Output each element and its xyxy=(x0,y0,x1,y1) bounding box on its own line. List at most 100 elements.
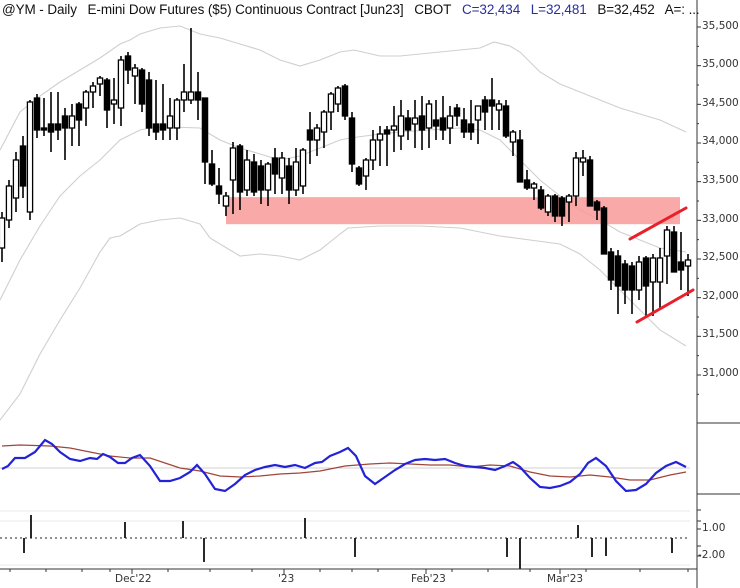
close-quote: C=32,434 xyxy=(461,2,521,17)
candle xyxy=(432,100,440,140)
candle xyxy=(40,98,48,136)
candle xyxy=(166,98,174,140)
oscillator-fast-line xyxy=(1,438,687,493)
candle xyxy=(264,162,272,206)
candle xyxy=(26,100,34,220)
candle xyxy=(579,150,587,176)
candle xyxy=(600,206,608,255)
candle xyxy=(670,226,678,273)
resistance-zone xyxy=(226,197,680,225)
candle xyxy=(537,186,545,210)
time-label-feb23: Feb'23 xyxy=(411,573,446,585)
indicator-label-1: 1.00 xyxy=(702,522,726,534)
candle xyxy=(68,104,76,146)
spike-bars xyxy=(23,515,673,569)
price-label-33500: 33,500 xyxy=(702,174,739,186)
candle xyxy=(481,96,489,130)
candle xyxy=(194,72,202,120)
candle xyxy=(89,82,97,108)
chart-header: @YM - Daily E-mini Dow Futures ($5) Cont… xyxy=(2,2,707,17)
candle xyxy=(292,148,300,196)
price-label-33000: 33,000 xyxy=(702,213,739,225)
candle xyxy=(306,112,314,164)
candle xyxy=(12,152,20,212)
candle xyxy=(236,144,244,210)
band-upper xyxy=(0,25,687,151)
candle xyxy=(75,102,83,146)
candle xyxy=(565,194,573,222)
candle xyxy=(593,200,601,220)
candle xyxy=(663,226,671,284)
candle xyxy=(5,180,13,228)
indicator-axis-ticks xyxy=(697,509,701,557)
candle xyxy=(355,166,363,186)
candle xyxy=(516,130,524,183)
candle xyxy=(299,148,307,194)
candle xyxy=(453,104,461,126)
candle xyxy=(47,92,55,152)
candle xyxy=(334,86,342,112)
candle xyxy=(250,154,258,196)
candle xyxy=(530,182,538,200)
contract-description: E-mini Dow Futures ($5) Continuous Contr… xyxy=(87,2,404,17)
indicator-label-minus-2: -2.00 xyxy=(698,549,726,561)
candle xyxy=(103,78,111,128)
candle xyxy=(614,250,622,314)
candle xyxy=(110,78,118,124)
candle xyxy=(397,100,405,150)
candle xyxy=(488,78,496,130)
candle xyxy=(208,150,216,186)
candle xyxy=(187,28,195,104)
candle xyxy=(124,52,132,84)
candle xyxy=(341,84,349,120)
candle xyxy=(257,160,265,204)
candle xyxy=(621,260,629,304)
price-label-32500: 32,500 xyxy=(702,251,739,263)
candle xyxy=(278,152,286,194)
candle xyxy=(558,196,566,226)
candle xyxy=(152,80,160,140)
candle xyxy=(411,100,419,148)
candle xyxy=(474,105,482,144)
price-label-32000: 32,000 xyxy=(702,290,739,302)
candle xyxy=(229,142,237,214)
candle xyxy=(33,94,41,138)
candle xyxy=(82,90,90,126)
candle xyxy=(425,100,433,148)
candle xyxy=(376,126,384,166)
candle xyxy=(635,256,643,300)
candle xyxy=(383,126,391,166)
candle xyxy=(327,92,335,130)
price-label-34000: 34,000 xyxy=(702,135,739,147)
last-quote: L=32,481 xyxy=(530,2,587,17)
candle xyxy=(131,64,139,104)
candle xyxy=(117,56,125,126)
candle xyxy=(201,97,209,184)
candle xyxy=(495,100,503,130)
candle xyxy=(138,68,146,112)
candle xyxy=(222,192,230,216)
time-label-mar23: Mar'23 xyxy=(547,573,584,585)
price-label-35500: 35,500 xyxy=(702,20,739,32)
ask-quote: A=: ... xyxy=(664,2,700,17)
candle xyxy=(54,92,62,140)
candle xyxy=(684,254,692,296)
candle xyxy=(96,76,104,96)
candle xyxy=(649,254,657,316)
candle xyxy=(19,136,27,198)
candle xyxy=(271,148,279,194)
candle xyxy=(677,232,685,290)
candle xyxy=(404,110,412,140)
candle xyxy=(159,84,167,140)
price-label-35000: 35,000 xyxy=(702,58,739,70)
time-label-dec22: Dec'22 xyxy=(115,573,152,585)
candle xyxy=(0,212,6,262)
channel-lines xyxy=(628,206,695,324)
price-axis-ticks xyxy=(697,26,701,395)
candle xyxy=(586,156,594,207)
price-label-31500: 31,500 xyxy=(702,328,739,340)
candle xyxy=(439,96,447,140)
candle xyxy=(390,106,398,152)
channel-line-lower xyxy=(635,288,695,324)
